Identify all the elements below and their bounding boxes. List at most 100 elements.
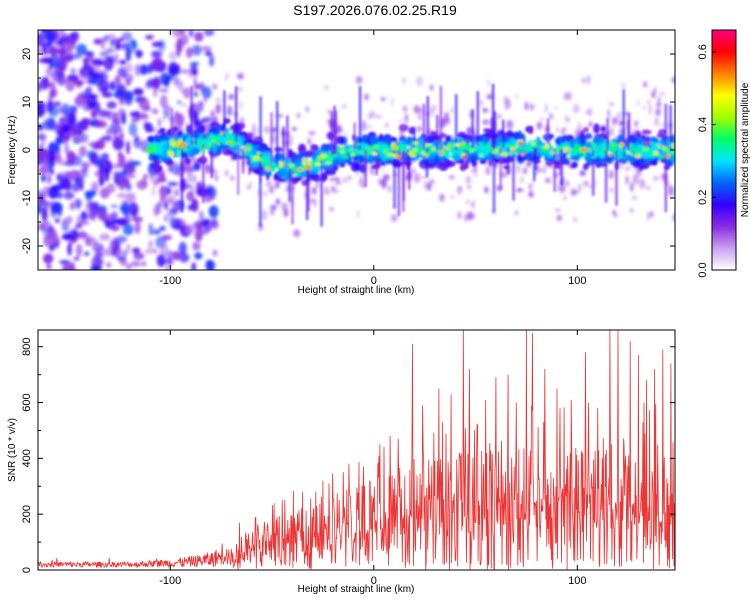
- spectrogram-signal-blob: [585, 133, 593, 140]
- spectrogram-noise-blob: [549, 113, 553, 120]
- spectrogram-streak: [407, 150, 410, 170]
- spectrogram-noise-blob: [471, 200, 475, 209]
- spectrogram-noise-blob: [402, 77, 406, 84]
- spectrogram-hotspot: [472, 146, 480, 151]
- spectrogram-signal-blob: [419, 160, 426, 165]
- spectrogram-noise-blob: [106, 34, 116, 40]
- spectrogram-noise-blob: [324, 190, 331, 196]
- spectrogram-streak: [282, 126, 285, 168]
- spectrogram-streak: [375, 150, 378, 176]
- spectrogram-noise-blob: [126, 140, 130, 155]
- snr-x-axis-label: Height of straight line (km): [298, 584, 415, 595]
- spectrogram-hotspot: [517, 142, 524, 145]
- spectrogram-noise-blob: [340, 177, 344, 187]
- spectrogram-noise-blob: [190, 154, 196, 163]
- spectrogram-noise-blob: [643, 81, 647, 88]
- spectrogram-noise-blob: [450, 194, 454, 199]
- spectrogram-noise-blob: [129, 111, 134, 117]
- spectrogram-signal-blob: [298, 144, 307, 154]
- spectrogram-noise-blob: [391, 96, 394, 108]
- spectrogram-noise-blob: [73, 183, 79, 193]
- snr-y-ticks: 0 200 400 600 800: [21, 338, 675, 573]
- spectrogram-noise-blob: [413, 172, 421, 183]
- spectrogram-noise-blob: [215, 97, 222, 103]
- spectrogram-noise-blob: [48, 186, 58, 199]
- spectrogram-noise-blob: [99, 50, 110, 58]
- spectrogram-noise-blob: [625, 175, 629, 185]
- spectrogram-noise-blob: [106, 262, 112, 268]
- spectrogram-streak: [353, 122, 356, 150]
- spectrogram-noise-blob: [450, 107, 454, 113]
- colorbar-tick-label: 0.2: [697, 190, 709, 205]
- spectrogram-noise-blob: [356, 171, 359, 175]
- spectrogram-noise-blob: [114, 75, 121, 86]
- spectrogram-hotspot: [339, 144, 344, 148]
- spectrogram-noise-blob: [671, 77, 675, 84]
- spectrogram-noise-blob: [43, 156, 50, 164]
- spectrogram-hotspot: [322, 154, 327, 158]
- spectrogram-noise-blob: [68, 173, 76, 182]
- spectrogram-streak: [333, 105, 336, 155]
- spectrogram-signal-blob: [403, 138, 408, 144]
- spectrogram-noise-blob: [177, 80, 184, 91]
- spectrogram-hotspot: [201, 148, 205, 153]
- spectrogram-noise-blob: [59, 30, 65, 36]
- spectrogram-noise-blob: [38, 202, 42, 215]
- spectrogram-streak: [223, 90, 226, 137]
- spectrogram-noise-blob: [566, 181, 570, 186]
- spectrogram-hotspot: [626, 152, 633, 155]
- spectrogram-noise-blob: [157, 117, 162, 128]
- spectrogram-noise-blob: [96, 105, 101, 113]
- spectrogram-noise-blob: [105, 48, 116, 53]
- spectrogram-noise-blob: [554, 106, 558, 110]
- spectrogram-signal-blob: [159, 127, 166, 133]
- spectrogram-noise-blob: [105, 168, 110, 182]
- spectrogram-hotspot: [507, 151, 510, 155]
- spectrogram-noise-blob: [152, 186, 156, 197]
- spectrogram-noise-blob: [120, 202, 132, 216]
- spectrogram-noise-blob: [328, 206, 335, 212]
- spectrogram-streak: [439, 86, 443, 150]
- spectrogram-signal-blob: [516, 154, 522, 162]
- spectrogram-noise-blob: [75, 203, 81, 210]
- spectrogram-noise-blob: [73, 256, 80, 261]
- spectrogram-hotspot: [229, 142, 233, 145]
- spectrogram-noise-blob: [224, 76, 229, 81]
- spectrogram-noise-blob: [270, 209, 275, 216]
- spectrogram-signal-track: [145, 83, 675, 227]
- spectrogram-noise-blob: [40, 220, 51, 232]
- spectrogram-noise-blob: [169, 74, 174, 81]
- spectrogram-signal-blob: [641, 134, 646, 140]
- spectrogram-signal-blob: [579, 135, 587, 145]
- spectrogram-noise-blob: [99, 187, 110, 199]
- spectrogram-noise-blob: [63, 134, 71, 142]
- spectrogram-noise-blob: [106, 101, 117, 109]
- spectrogram-signal-blob: [570, 155, 580, 160]
- spectrogram-noise-blob: [343, 176, 349, 184]
- spectrogram-noise-blob: [659, 91, 665, 96]
- spectrogram-hotspot: [179, 146, 184, 149]
- spectrogram-noise-blob: [305, 106, 310, 113]
- spectrogram-hotspot: [167, 152, 175, 157]
- snr-x-tick-label: 100: [568, 575, 586, 587]
- spectrogram-noise-blob: [431, 111, 435, 117]
- spectrogram-noise-blob: [75, 132, 86, 143]
- spectrogram-streak: [259, 158, 262, 227]
- spectrogram-streak: [455, 94, 458, 150]
- spectrogram-hotspot: [635, 154, 642, 159]
- spectrogram-hotspot: [651, 142, 658, 146]
- spectrogram-hotspot: [372, 144, 379, 149]
- spectrogram-streak: [627, 119, 630, 150]
- spectrogram-noise-blob: [67, 242, 72, 256]
- snr-y-tick-label: 200: [21, 505, 33, 523]
- spectrogram-noise-blob: [430, 84, 433, 91]
- spectrogram-noise-blob: [112, 137, 125, 151]
- spectrogram-noise-blob: [567, 117, 570, 123]
- spectrogram-noise-blob: [38, 46, 41, 56]
- spectrogram-signal-blob: [561, 135, 567, 144]
- spectrogram-noise-blob: [230, 175, 235, 181]
- spectrogram-noise-blob: [426, 182, 432, 191]
- spectrogram-hotspot: [177, 149, 181, 154]
- spectrogram-noise-blob: [589, 184, 593, 189]
- spectrogram-noise-blob: [145, 35, 154, 40]
